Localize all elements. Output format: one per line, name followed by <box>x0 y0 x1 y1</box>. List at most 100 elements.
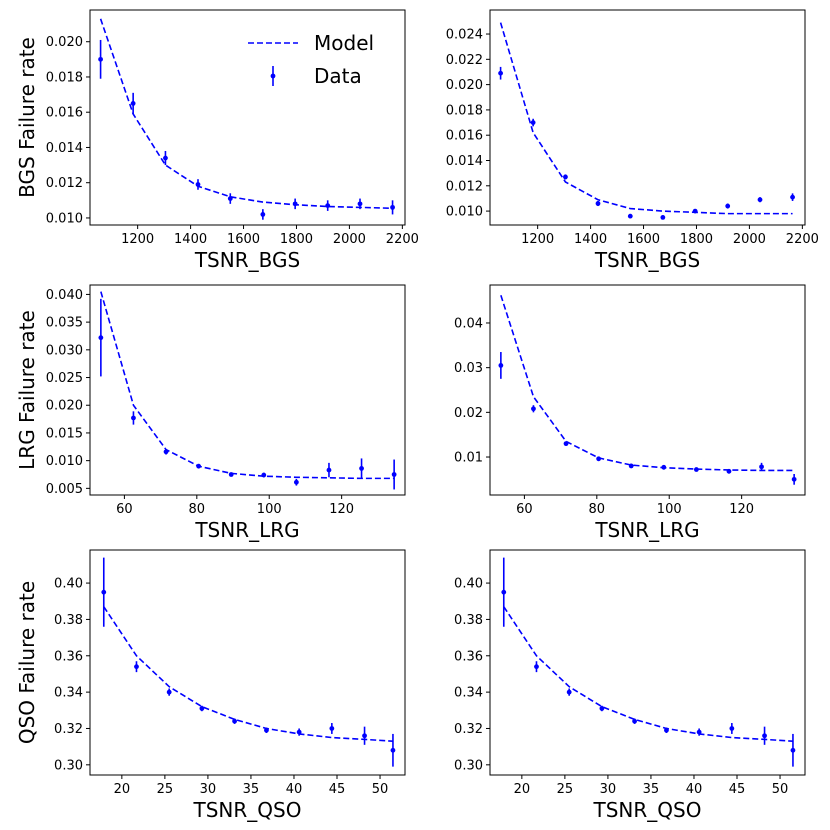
chart-4-xtick-label-5: 45 <box>329 782 346 797</box>
chart-1-model-line <box>499 22 793 215</box>
chart-0-xtick-label-4: 2000 <box>333 232 366 247</box>
chart-3-xtick-label-3: 120 <box>729 502 754 517</box>
chart-4-xtick-label-0: 20 <box>114 782 131 797</box>
chart-0-data-point-2 <box>163 155 168 161</box>
chart-0-xtick-label-5: 2200 <box>386 232 419 247</box>
chart-3-data-point-8 <box>759 464 764 470</box>
chart-5-data-point-3 <box>599 706 605 711</box>
chart-0-data-point-7 <box>325 203 331 209</box>
chart-1-ytick-label-6: 0.022 <box>446 53 483 68</box>
chart-3-data-point-4 <box>628 463 634 469</box>
chart-1-xtick-label-1: 1400 <box>574 232 607 247</box>
chart-3-data-point-6 <box>693 467 699 472</box>
chart-2-xtick-label-0: 60 <box>116 502 133 517</box>
chart-5-ytick-label-3: 0.36 <box>454 649 483 664</box>
chart-1-data-point-2 <box>563 174 568 180</box>
chart-5-ytick-label-2: 0.34 <box>454 686 483 701</box>
chart-1-xtick-label-2: 1600 <box>627 232 660 247</box>
chart-4-ytick-label-5: 0.40 <box>54 577 83 592</box>
chart-2-data-point-7 <box>326 467 332 473</box>
chart-1: 1200 1400 1600 1800 2000 2200 0.010 0.012 0.014 0… <box>446 9 819 272</box>
chart-2-ytick-label-3: 0.020 <box>46 399 83 414</box>
chart-5-axes-frame <box>489 549 806 776</box>
chart-1-data-point-3 <box>595 201 601 206</box>
chart-2-data-point-1 <box>131 415 136 421</box>
chart-0-ytick-label-4: 0.018 <box>46 70 83 85</box>
chart-1-axes-frame <box>489 9 806 226</box>
chart-5-xtick-label-3: 35 <box>643 782 660 797</box>
chart-0-ylabel: BGS Failure rate <box>15 37 39 198</box>
chart-3-data-point-7 <box>726 468 732 474</box>
chart-0-xtick-label-0: 1200 <box>121 232 154 247</box>
chart-2-ytick-label-5: 0.030 <box>46 343 83 358</box>
chart-0: 1200 1400 1600 1800 2000 2200 0.010 0.012 0.014 0… <box>15 9 419 272</box>
chart-5-data-point-6 <box>696 729 702 735</box>
chart-4-ylabel: QSO Failure rate <box>15 581 39 744</box>
chart-3-axes-frame <box>489 284 806 496</box>
chart-5-ytick-label-4: 0.38 <box>454 613 483 628</box>
legend-model-label: Model <box>314 31 374 55</box>
chart-5-xtick-label-5: 45 <box>729 782 746 797</box>
chart-0-data-point-6 <box>292 201 298 207</box>
chart-2-model-line <box>100 291 395 480</box>
chart-2-ytick-label-7: 0.040 <box>46 288 83 303</box>
chart-4-data-point-4 <box>232 718 237 724</box>
chart-1-data-point-9 <box>790 194 795 200</box>
chart-1-xtick-label-4: 2000 <box>733 232 766 247</box>
chart-2-data-point-4 <box>228 472 234 477</box>
chart-1-data-point-8 <box>757 197 763 203</box>
legend: Model Data <box>248 31 374 88</box>
chart-2-ylabel: LRG Failure rate <box>15 310 39 470</box>
chart-0-data-point-9 <box>390 204 395 210</box>
chart-1-xtick-label-5: 2200 <box>786 232 819 247</box>
chart-5-data-point-1 <box>534 664 539 670</box>
chart-1-xlabel: TSNR_BGS <box>594 248 700 272</box>
chart-2-data-point-5 <box>261 472 267 478</box>
chart-4-data-point-6 <box>296 729 302 735</box>
chart-4-data-point-9 <box>390 747 396 753</box>
chart-2-ytick-label-6: 0.035 <box>46 316 83 331</box>
chart-2-data-point-3 <box>196 463 202 469</box>
chart-5-xlabel: TSNR_QSO <box>593 798 702 822</box>
chart-5-model-line <box>503 606 794 742</box>
chart-1-data-point-1 <box>530 120 536 125</box>
chart-5-ytick-label-1: 0.32 <box>454 722 483 737</box>
chart-4-data-point-8 <box>362 733 367 739</box>
chart-4: 20 25 30 35 40 45 50 0.30 0.32 0.34 0.36 0.38 0.40 TS… <box>15 549 406 822</box>
chart-2-ytick-label-0: 0.005 <box>46 482 83 497</box>
chart-2-xtick-label-2: 100 <box>257 502 282 517</box>
chart-1-ytick-label-7: 0.024 <box>446 28 483 43</box>
chart-3-data-point-5 <box>661 464 667 470</box>
chart-1-data-point-4 <box>627 213 633 219</box>
chart-4-ytick-label-0: 0.30 <box>54 758 83 773</box>
chart-2-data-point-2 <box>163 449 169 455</box>
chart-3-data-point-9 <box>791 476 797 482</box>
legend-data-label: Data <box>314 64 362 88</box>
chart-0-data-point-1 <box>130 101 136 106</box>
chart-0-ytick-label-0: 0.010 <box>46 211 83 226</box>
chart-0-xtick-label-2: 1600 <box>227 232 260 247</box>
chart-0-ytick-label-1: 0.012 <box>46 176 83 191</box>
chart-1-ytick-label-5: 0.020 <box>446 78 483 93</box>
chart-3-data-point-1 <box>531 406 536 412</box>
chart-5-data-point-5 <box>664 727 669 733</box>
chart-5-data-point-4 <box>632 718 637 724</box>
chart-3-ytick-label-0: 0.01 <box>454 451 483 466</box>
chart-4-data-point-1 <box>134 664 139 670</box>
chart-2-data-point-6 <box>293 479 299 485</box>
chart-0-ytick-label-2: 0.014 <box>46 141 83 156</box>
chart-3-xtick-label-1: 80 <box>589 502 606 517</box>
chart-0-data-point-4 <box>227 196 233 201</box>
chart-1-xtick-label-3: 1800 <box>680 232 713 247</box>
chart-2-ytick-label-4: 0.025 <box>46 371 83 386</box>
chart-4-data-point-7 <box>329 726 335 731</box>
chart-0-data-point-8 <box>357 201 363 207</box>
chart-3-xlabel: TSNR_LRG <box>594 518 699 542</box>
chart-0-ytick-label-3: 0.016 <box>46 106 83 121</box>
chart-0-model-line <box>99 18 393 210</box>
chart-4-xtick-label-4: 40 <box>286 782 303 797</box>
chart-5-data-point-9 <box>790 747 796 753</box>
chart-3-xtick-label-0: 60 <box>516 502 533 517</box>
chart-3-data-point-3 <box>596 456 602 462</box>
chart-0-data-point-0 <box>98 56 103 62</box>
